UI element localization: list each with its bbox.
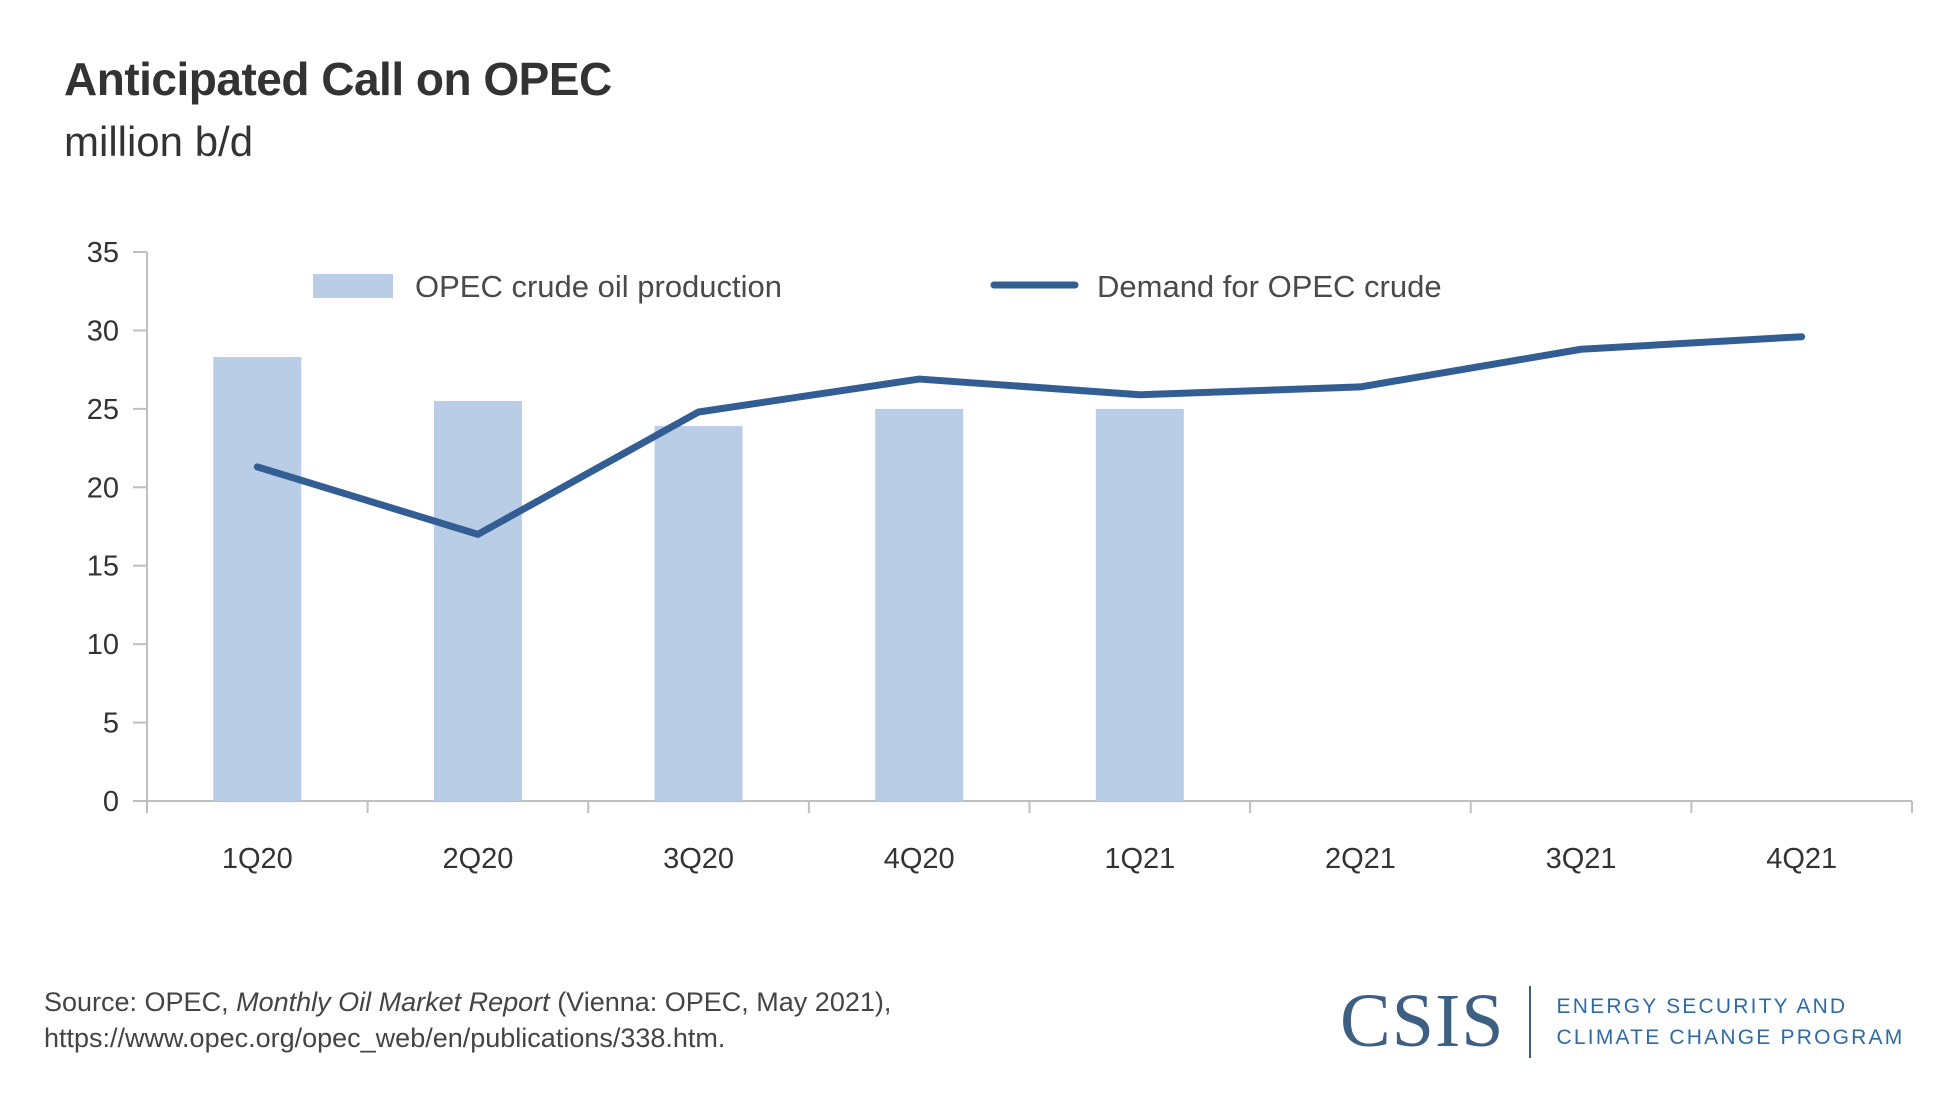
legend-label-demand: Demand for OPEC crude [1097, 269, 1442, 304]
y-tick-label: 25 [87, 394, 119, 426]
program-name-line1: ENERGY SECURITY AND [1556, 994, 1848, 1018]
source-publication: Monthly Oil Market Report [236, 987, 550, 1017]
x-tick-label: 4Q20 [884, 843, 955, 875]
source-note: Source: OPEC, Monthly Oil Market Report … [44, 984, 891, 1056]
program-name-line2: CLIMATE CHANGE PROGRAM [1556, 1025, 1905, 1049]
x-tick-label: 2Q21 [1325, 843, 1396, 875]
x-axis: 1Q20 2Q20 3Q20 4Q20 1Q21 2Q21 3Q21 4Q21 [146, 800, 1913, 875]
y-tick-label: 10 [87, 629, 119, 661]
x-tick-label: 1Q20 [222, 843, 293, 875]
program-name: ENERGY SECURITY AND CLIMATE CHANGE PROGR… [1557, 991, 1905, 1053]
x-tick-label: 3Q21 [1546, 843, 1617, 875]
y-tick-label: 0 [103, 786, 119, 818]
bar-2Q20 [433, 401, 522, 801]
source-prefix: Source: OPEC, [44, 987, 237, 1017]
x-tick-label: 4Q21 [1766, 843, 1837, 875]
x-tick-label: 2Q20 [442, 843, 513, 875]
chart-title: Anticipated Call on OPEC [64, 53, 612, 105]
chart-subtitle: million b/d [64, 118, 254, 165]
demand-line [253, 333, 1806, 538]
y-tick-label: 5 [103, 708, 119, 740]
legend-swatch-production [313, 274, 393, 298]
line-series [253, 333, 1806, 538]
x-tick-label: 3Q20 [663, 843, 734, 875]
source-url: https://www.opec.org/opec_web/en/publica… [44, 1023, 726, 1053]
legend-label-production: OPEC crude oil production [415, 269, 782, 304]
bar-4Q20 [875, 408, 964, 801]
y-tick-label: 35 [87, 237, 119, 269]
bar-1Q21 [1095, 408, 1184, 801]
bar-series [213, 357, 1184, 801]
y-axis: 0 5 10 15 20 25 30 35 [87, 237, 148, 818]
bar-1Q20 [213, 357, 302, 801]
y-tick-label: 30 [87, 315, 119, 347]
legend: OPEC crude oil production Demand for OPE… [313, 269, 1442, 304]
y-tick-label: 20 [87, 472, 119, 504]
x-tick-label: 1Q21 [1104, 843, 1175, 875]
y-tick-label: 15 [87, 551, 119, 583]
csis-logo-mark: CSIS [1340, 979, 1505, 1063]
csis-logo: CSIS ENERGY SECURITY AND CLIMATE CHANGE … [1340, 978, 1904, 1065]
source-suffix: (Vienna: OPEC, May 2021), [549, 987, 892, 1017]
bar-3Q20 [654, 426, 743, 801]
logo-divider [1528, 985, 1531, 1058]
